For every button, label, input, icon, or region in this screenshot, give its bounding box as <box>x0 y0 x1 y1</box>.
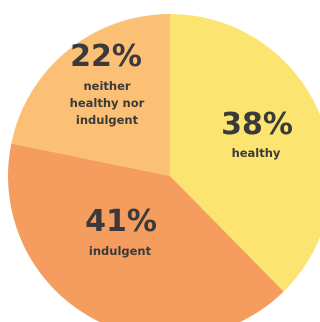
slice-category-label-neither-line-2: healthy nor <box>70 96 145 110</box>
pie-slice-healthy <box>170 14 320 292</box>
pie-slice-neither <box>11 14 170 176</box>
slice-category-label-indulgent: indulgent <box>89 244 152 258</box>
slice-value-label-healthy: 38% <box>221 107 293 142</box>
slice-category-label-neither-line-3: indulgent <box>76 113 139 127</box>
slice-value-label-indulgent: 41% <box>85 204 157 239</box>
slice-value-label-neither: 22% <box>70 39 142 74</box>
pie-slice-indulgent <box>8 143 284 322</box>
slice-category-label-neither-line-1: neither <box>83 79 130 93</box>
slice-category-label-healthy: healthy <box>232 146 281 160</box>
